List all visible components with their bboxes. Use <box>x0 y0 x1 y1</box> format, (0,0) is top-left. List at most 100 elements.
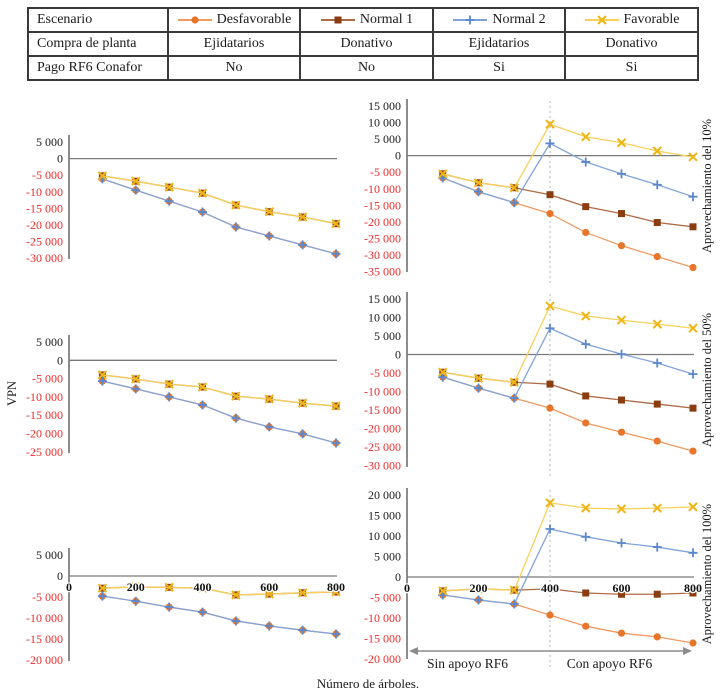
svg-text:5 000: 5 000 <box>36 135 63 149</box>
y-axis-title: VPN <box>4 381 19 407</box>
table-cell: No <box>299 55 434 81</box>
svg-text:-5 000: -5 000 <box>370 165 401 179</box>
svg-text:400: 400 <box>194 580 212 594</box>
svg-text:-15 000: -15 000 <box>26 632 63 646</box>
chart-left-top: 5 000 0 -5 000 -10 000 -15 000 -20 000 -25 000… <box>26 135 341 265</box>
svg-text:-25 000: -25 000 <box>26 445 63 459</box>
table-cell: No <box>167 55 301 81</box>
series-favorable <box>102 374 337 407</box>
legend-item-normal-1: Normal 1 <box>305 12 428 28</box>
annotation-con-apoyo-rf6: Con apoyo RF6 <box>567 656 653 671</box>
svg-text:-30 000: -30 000 <box>364 459 401 473</box>
series-favorable <box>102 175 337 225</box>
table-row-escenario: Escenario Desfavorable Normal 1 Normal 2… <box>27 7 699 33</box>
svg-text:5 000: 5 000 <box>374 329 401 343</box>
legend-label: Favorable <box>623 12 680 27</box>
series-normal-2 <box>102 595 337 635</box>
x-axis-title: Número de árboles. <box>316 676 420 691</box>
svg-text:-10 000: -10 000 <box>26 390 63 404</box>
svg-text:-20 000: -20 000 <box>364 652 401 666</box>
svg-text:-20 000: -20 000 <box>26 427 63 441</box>
svg-text:-10 000: -10 000 <box>26 185 63 199</box>
scenario-table: Escenario Desfavorable Normal 1 Normal 2… <box>27 7 699 81</box>
svg-text:10 000: 10 000 <box>368 311 401 325</box>
svg-text:15 000: 15 000 <box>368 292 401 306</box>
svg-text:20 000: 20 000 <box>368 488 401 502</box>
svg-text:0: 0 <box>395 149 401 163</box>
chart-right-top: 15 000 10 000 5 000 0 -5 000 -10 000 -15 000 -2… <box>364 99 698 285</box>
svg-text:-5 000: -5 000 <box>370 591 401 605</box>
svg-text:-20 000: -20 000 <box>364 422 401 436</box>
table-cell: Donativo <box>564 31 699 57</box>
favorable-x-marker-icon <box>584 14 620 26</box>
legend-label: Normal 2 <box>492 12 546 27</box>
desfavorable-circle-marker-icon <box>177 14 213 26</box>
svg-text:-15 000: -15 000 <box>364 403 401 417</box>
svg-text:5 000: 5 000 <box>374 132 401 146</box>
right-axis-label-50pct: Aprovechamiento del 50% <box>699 313 714 447</box>
svg-text:5 000: 5 000 <box>36 335 63 349</box>
svg-text:200: 200 <box>470 581 488 595</box>
chart-right-middle: 15 000 10 000 5 000 0 -5 000 -10 000 -15 000 -2… <box>364 292 698 478</box>
right-axis-label-100pct: Aprovechamiento del 100% <box>699 503 714 645</box>
svg-text:-5 000: -5 000 <box>32 590 63 604</box>
legend-label: Normal 1 <box>359 12 414 27</box>
normal-2-plus-marker-icon <box>452 14 488 26</box>
series-favorable <box>102 586 337 596</box>
svg-text:-30 000: -30 000 <box>26 251 63 265</box>
svg-text:-10 000: -10 000 <box>364 385 401 399</box>
svg-text:-20 000: -20 000 <box>26 653 63 667</box>
table-cell: Ejidatarios <box>432 31 566 57</box>
svg-text:800: 800 <box>327 580 345 594</box>
legend-item-desfavorable: Desfavorable <box>173 12 295 28</box>
legend-label: Desfavorable <box>216 12 292 27</box>
svg-text:-25 000: -25 000 <box>364 440 401 454</box>
series-normal-2 <box>102 178 337 255</box>
legend-item-favorable: Favorable <box>570 12 693 28</box>
svg-text:-5 000: -5 000 <box>32 372 63 386</box>
svg-text:-25 000: -25 000 <box>364 231 401 245</box>
legend-item-normal-2: Normal 2 <box>438 12 560 28</box>
series-normal-2 <box>442 142 694 204</box>
row-header-escenario: Escenario <box>27 7 169 33</box>
svg-text:0: 0 <box>395 348 401 362</box>
svg-text:-5 000: -5 000 <box>32 168 63 182</box>
series-favorable <box>442 305 694 383</box>
svg-text:-15 000: -15 000 <box>364 632 401 646</box>
series-normal-2 <box>442 327 694 399</box>
row-header-pago-rf6: Pago RF6 Conafor <box>27 55 169 81</box>
table-cell: Donativo <box>299 31 434 57</box>
table-cell: Ejidatarios <box>167 31 301 57</box>
svg-text:400: 400 <box>541 581 559 595</box>
table-cell: Si <box>432 55 566 81</box>
annotation-sin-apoyo-rf6: Sin apoyo RF6 <box>427 656 508 671</box>
svg-text:-30 000: -30 000 <box>364 248 401 262</box>
svg-text:0: 0 <box>57 353 63 367</box>
series-favorable <box>442 123 694 189</box>
svg-text:15 000: 15 000 <box>368 99 401 113</box>
svg-text:-10 000: -10 000 <box>26 611 63 625</box>
svg-text:5 000: 5 000 <box>36 548 63 562</box>
svg-text:600: 600 <box>260 580 278 594</box>
series-normal-2 <box>442 528 694 605</box>
right-axis-label-10pct: Aprovechamiento del 10% <box>699 119 714 253</box>
series-normal-2 <box>102 380 337 444</box>
series-favorable <box>442 502 694 592</box>
svg-text:0: 0 <box>57 152 63 166</box>
svg-text:-10 000: -10 000 <box>364 611 401 625</box>
svg-text:200: 200 <box>127 580 145 594</box>
svg-text:0: 0 <box>404 581 410 595</box>
normal-1-square-marker-icon <box>320 14 356 26</box>
svg-text:800: 800 <box>684 581 702 595</box>
svg-text:0: 0 <box>57 569 63 583</box>
table-row-pago-rf6: Pago RF6 Conafor No No Si Si <box>27 55 699 81</box>
svg-text:-20 000: -20 000 <box>26 218 63 232</box>
svg-text:-35 000: -35 000 <box>364 265 401 279</box>
svg-text:10 000: 10 000 <box>368 116 401 130</box>
svg-text:10 000: 10 000 <box>368 529 401 543</box>
svg-text:-15 000: -15 000 <box>364 198 401 212</box>
